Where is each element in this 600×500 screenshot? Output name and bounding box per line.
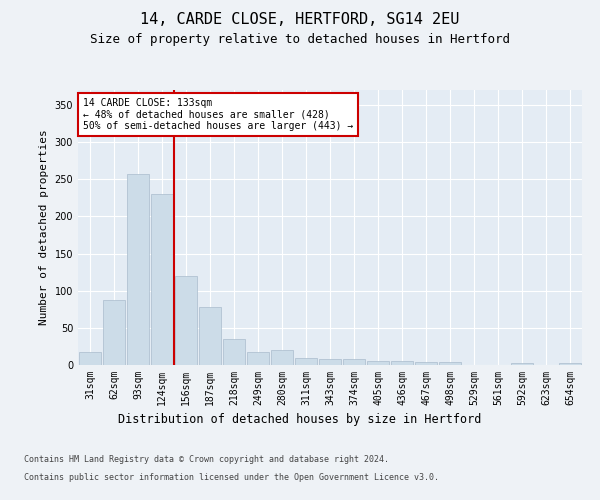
- Bar: [511, 363, 533, 365]
- Text: 14, CARDE CLOSE, HERTFORD, SG14 2EU: 14, CARDE CLOSE, HERTFORD, SG14 2EU: [140, 12, 460, 28]
- Y-axis label: Number of detached properties: Number of detached properties: [39, 130, 49, 326]
- Bar: [271, 350, 293, 365]
- Bar: [415, 362, 437, 365]
- Text: 14 CARDE CLOSE: 133sqm
← 48% of detached houses are smaller (428)
50% of semi-de: 14 CARDE CLOSE: 133sqm ← 48% of detached…: [83, 98, 353, 132]
- Bar: [295, 358, 317, 365]
- Bar: [223, 339, 245, 365]
- Bar: [367, 360, 389, 365]
- Bar: [439, 362, 461, 365]
- Text: Contains HM Land Registry data © Crown copyright and database right 2024.: Contains HM Land Registry data © Crown c…: [24, 455, 389, 464]
- Bar: [343, 359, 365, 365]
- Bar: [127, 174, 149, 365]
- Bar: [175, 276, 197, 365]
- Bar: [199, 307, 221, 365]
- Text: Size of property relative to detached houses in Hertford: Size of property relative to detached ho…: [90, 32, 510, 46]
- Bar: [79, 352, 101, 365]
- Bar: [247, 352, 269, 365]
- Text: Distribution of detached houses by size in Hertford: Distribution of detached houses by size …: [118, 412, 482, 426]
- Bar: [151, 194, 173, 365]
- Bar: [319, 359, 341, 365]
- Bar: [559, 363, 581, 365]
- Bar: [391, 360, 413, 365]
- Bar: [103, 300, 125, 365]
- Text: Contains public sector information licensed under the Open Government Licence v3: Contains public sector information licen…: [24, 472, 439, 482]
